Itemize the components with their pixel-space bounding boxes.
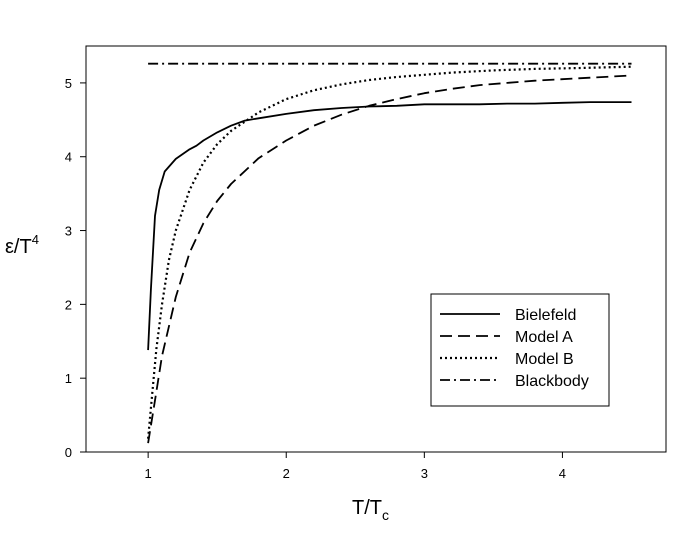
axis-ticks: 1 2 3 4 0 1 2 3 4 5 <box>65 76 566 481</box>
x-axis-title-main: T/T <box>352 497 382 519</box>
y-tick-label: 0 <box>65 445 72 460</box>
x-axis-title: T/Tc <box>352 497 389 523</box>
legend-label-model-a: Model A <box>515 329 573 346</box>
legend-label-blackbody: Blackbody <box>515 373 589 390</box>
y-tick-label: 1 <box>65 371 72 386</box>
legend: Bielefeld Model A Model B Blackbody <box>430 293 610 407</box>
y-tick-label: 2 <box>65 297 72 312</box>
x-tick-label: 3 <box>421 466 428 481</box>
x-tick-label: 2 <box>283 466 290 481</box>
y-tick-label: 5 <box>65 76 72 91</box>
series-line-model-a <box>147 74 632 444</box>
y-axis-title-main: ε/T <box>5 236 32 258</box>
x-tick-label: 4 <box>559 466 566 481</box>
y-tick-label: 3 <box>65 224 72 239</box>
y-axis-title: ε/T4 <box>5 232 39 258</box>
series-lines <box>147 62 632 444</box>
legend-label-bielefeld: Bielefeld <box>515 307 576 324</box>
y-axis-title-superscript: 4 <box>32 232 39 247</box>
legend-items: Bielefeld Model A Model B Blackbody <box>440 307 589 390</box>
x-tick-label: 1 <box>145 466 152 481</box>
legend-box <box>430 293 610 407</box>
y-tick-label: 4 <box>65 150 72 165</box>
x-axis-title-subscript: c <box>382 507 389 523</box>
series-line-bielefeld <box>147 101 632 351</box>
legend-label-model-b: Model B <box>515 351 574 368</box>
plot-frame <box>85 45 667 453</box>
